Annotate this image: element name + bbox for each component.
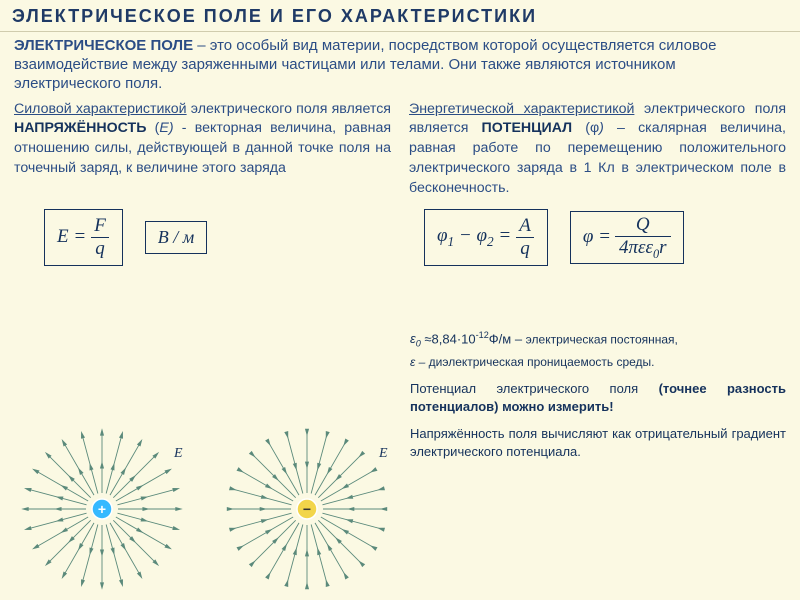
svg-text:+: + bbox=[98, 501, 106, 517]
svg-text:E: E bbox=[378, 446, 388, 461]
svg-text:E: E bbox=[173, 446, 183, 461]
formula-phi-diff: φ1 − φ2 = A q bbox=[424, 209, 548, 266]
left-underline: Силовой характеристикой bbox=[14, 101, 187, 117]
formula-E: E = F q bbox=[44, 209, 123, 266]
formula-E-unit: В / м bbox=[145, 221, 207, 254]
svg-text:−: − bbox=[303, 501, 311, 517]
column-right: Энергетической характеристикой электриче… bbox=[409, 100, 786, 199]
intro-paragraph: ЭЛЕКТРИЧЕСКОЕ ПОЛЕ – это особый вид мате… bbox=[0, 32, 800, 100]
column-left: Силовой характеристикой электрического п… bbox=[14, 100, 391, 199]
diagram-positive-charge: +E bbox=[12, 415, 207, 590]
two-columns: Силовой характеристикой электрического п… bbox=[0, 100, 800, 199]
constant-line-1: ε0 ≈8,84·10-12Ф/м – электрическая постоя… bbox=[410, 330, 786, 351]
intro-bold: ЭЛЕКТРИЧЕСКОЕ ПОЛЕ bbox=[14, 37, 193, 54]
left-definition: Силовой характеристикой электрического п… bbox=[14, 100, 391, 180]
note-gradient: Напряжённость поля вычисляют как отрицат… bbox=[410, 425, 786, 460]
right-lower-block: ε0 ≈8,84·10-12Ф/м – электрическая постоя… bbox=[410, 330, 786, 461]
formula-row: E = F q В / м φ1 − φ2 = A q φ = Q 4πεε0r bbox=[0, 199, 800, 270]
right-definition: Энергетической характеристикой электриче… bbox=[409, 100, 786, 199]
field-diagrams: +E −E bbox=[12, 415, 412, 590]
page-title: ЭЛЕКТРИЧЕСКОЕ ПОЛЕ И ЕГО ХАРАКТЕРИСТИКИ bbox=[0, 0, 800, 32]
right-underline: Энергетической характеристикой bbox=[409, 101, 634, 117]
note-measure: Потенциал электрического поля (точнее ра… bbox=[410, 380, 786, 415]
diagram-negative-charge: −E bbox=[217, 415, 412, 590]
formula-phi: φ = Q 4πεε0r bbox=[570, 211, 684, 265]
constant-line-2: ε – диэлектрическая проницаемость среды. bbox=[410, 355, 786, 371]
